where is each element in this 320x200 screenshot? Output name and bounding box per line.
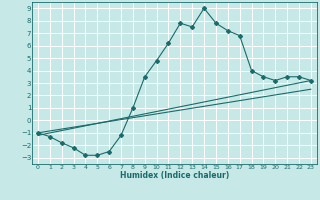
X-axis label: Humidex (Indice chaleur): Humidex (Indice chaleur)	[120, 171, 229, 180]
